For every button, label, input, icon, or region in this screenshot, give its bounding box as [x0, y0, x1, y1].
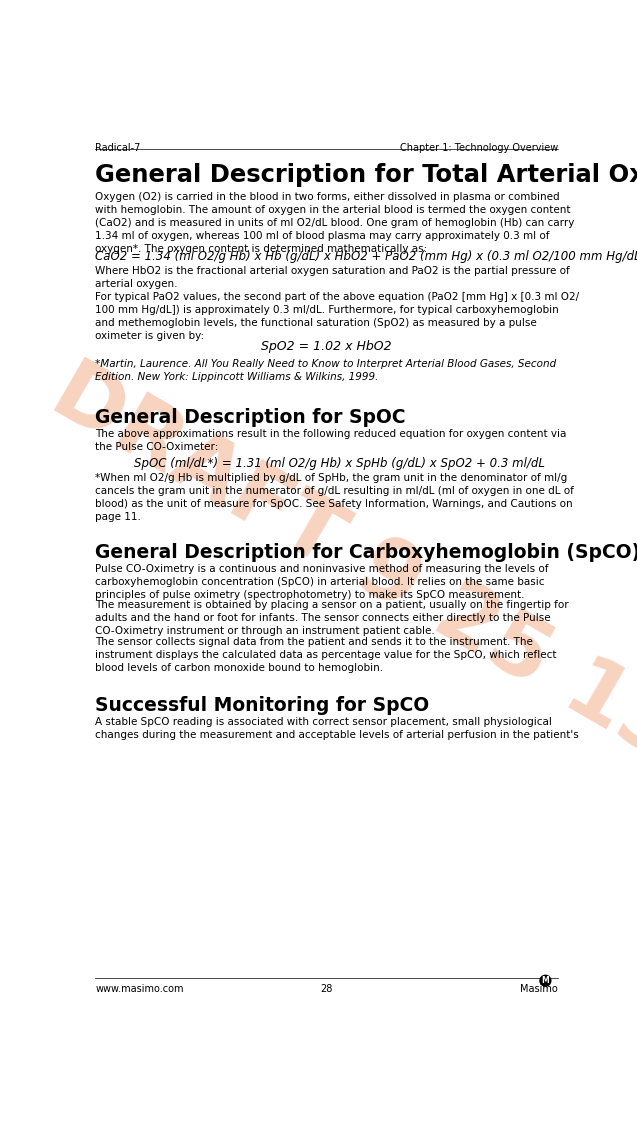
Text: Masimo: Masimo: [520, 984, 558, 994]
Text: The above approximations result in the following reduced equation for oxygen con: The above approximations result in the f…: [95, 429, 566, 452]
Text: Pulse CO-Oximetry is a continuous and noninvasive method of measuring the levels: Pulse CO-Oximetry is a continuous and no…: [95, 565, 548, 601]
Text: Radical-7: Radical-7: [95, 143, 141, 153]
Text: General Description for SpOC: General Description for SpOC: [95, 408, 406, 427]
Text: CaO2 = 1.34 (ml O2/g Hb) x Hb (g/dL) x HbO2 + PaO2 (mm Hg) x (0.3 ml O2/100 mm H: CaO2 = 1.34 (ml O2/g Hb) x Hb (g/dL) x H…: [95, 250, 637, 263]
Text: The sensor collects signal data from the patient and sends it to the instrument.: The sensor collects signal data from the…: [95, 637, 557, 673]
Text: www.masimo.com: www.masimo.com: [95, 984, 183, 994]
Text: SpOC (ml/dL*) = 1.31 (ml O2/g Hb) x SpHb (g/dL) x SpO2 + 0.3 ml/dL: SpOC (ml/dL*) = 1.31 (ml O2/g Hb) x SpHb…: [134, 458, 545, 470]
Text: M: M: [541, 976, 549, 985]
Text: Chapter 1: Technology Overview: Chapter 1: Technology Overview: [399, 143, 558, 153]
Text: *When ml O2/g Hb is multiplied by g/dL of SpHb, the gram unit in the denominator: *When ml O2/g Hb is multiplied by g/dL o…: [95, 473, 574, 523]
Text: General Description for Total Arterial Oxygen Content (CaO2): General Description for Total Arterial O…: [95, 163, 637, 187]
Text: A stable SpCO reading is associated with correct sensor placement, small physiol: A stable SpCO reading is associated with…: [95, 718, 579, 740]
Text: *Martin, Laurence. All You Really Need to Know to Interpret Arterial Blood Gases: *Martin, Laurence. All You Really Need t…: [95, 358, 556, 382]
Text: General Description for Carboxyhemoglobin (SpCO): General Description for Carboxyhemoglobi…: [95, 542, 637, 561]
Text: Successful Monitoring for SpCO: Successful Monitoring for SpCO: [95, 695, 429, 715]
Text: 28: 28: [320, 984, 333, 994]
Text: DRAFT 9 25 13: DRAFT 9 25 13: [38, 350, 637, 778]
Text: SpO2 = 1.02 x HbO2: SpO2 = 1.02 x HbO2: [261, 340, 391, 353]
Text: For typical PaO2 values, the second part of the above equation (PaO2 [mm Hg] x [: For typical PaO2 values, the second part…: [95, 292, 579, 341]
Text: Oxygen (O2) is carried in the blood in two forms, either dissolved in plasma or : Oxygen (O2) is carried in the blood in t…: [95, 193, 575, 255]
Text: The measurement is obtained by placing a sensor on a patient, usually on the fin: The measurement is obtained by placing a…: [95, 601, 569, 637]
Text: Where HbO2 is the fractional arterial oxygen saturation and PaO2 is the partial : Where HbO2 is the fractional arterial ox…: [95, 266, 570, 290]
Circle shape: [540, 975, 551, 986]
